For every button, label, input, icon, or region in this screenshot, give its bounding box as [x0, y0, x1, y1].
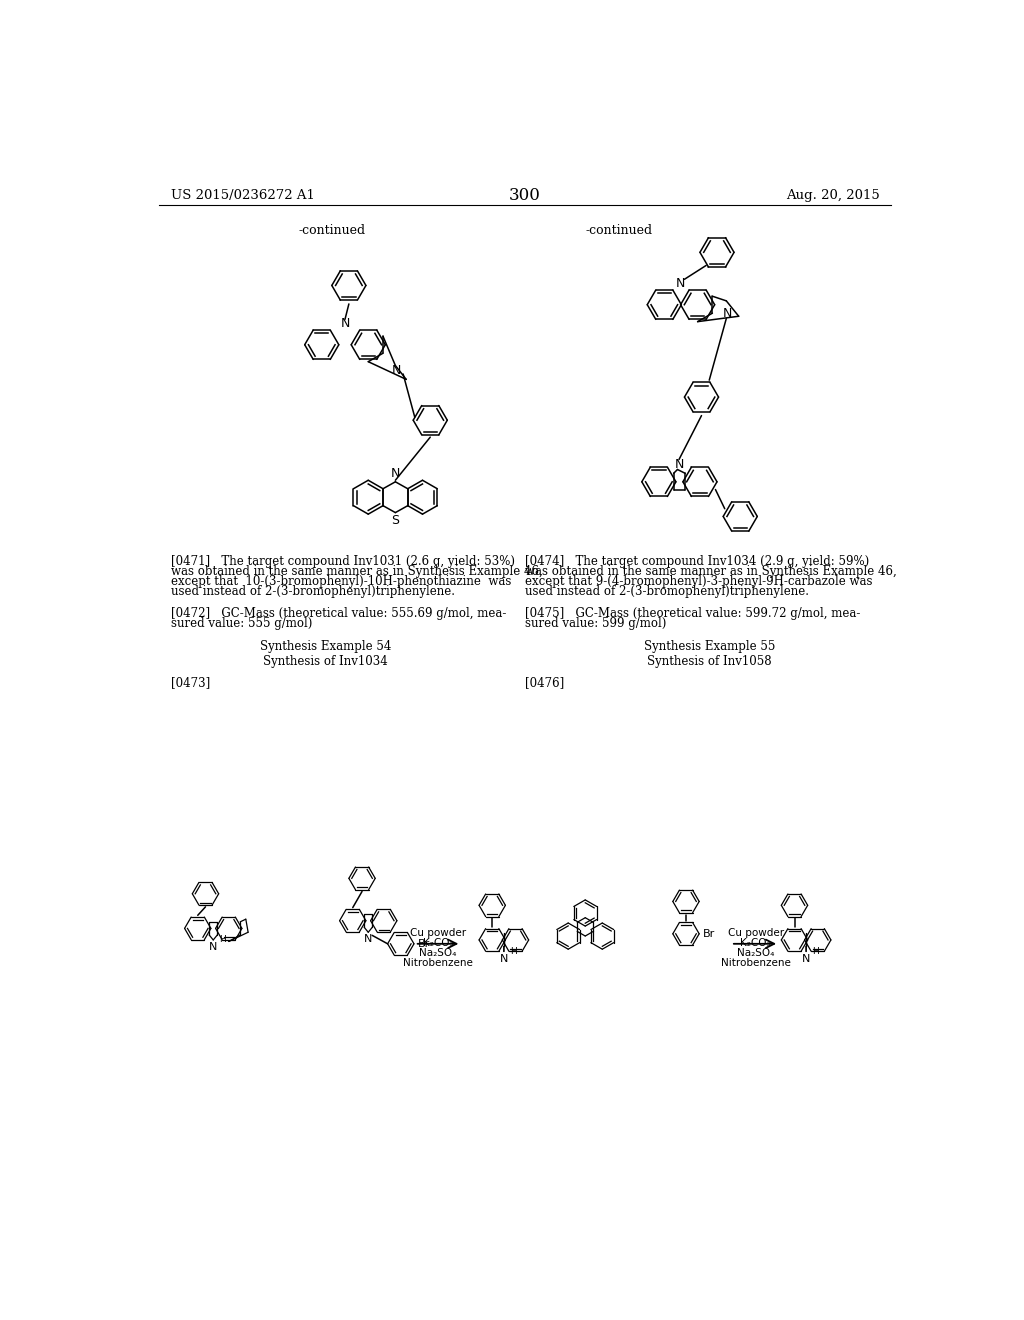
Text: US 2015/0236272 A1: US 2015/0236272 A1	[171, 189, 314, 202]
Text: K₂CO₃: K₂CO₃	[423, 939, 454, 948]
Text: N: N	[723, 308, 732, 321]
Text: 300: 300	[509, 187, 541, 203]
Text: except that 9-(4-bromophenyl)-3-phenyl-9H-carbazole was: except that 9-(4-bromophenyl)-3-phenyl-9…	[524, 576, 872, 587]
Text: -continued: -continued	[299, 223, 366, 236]
Text: Synthesis Example 54: Synthesis Example 54	[260, 640, 391, 652]
Text: except that  10-(3-bromophenyl)-10H-phenothiazine  was: except that 10-(3-bromophenyl)-10H-pheno…	[171, 576, 511, 587]
Text: Na₂SO₄: Na₂SO₄	[419, 949, 457, 958]
Text: [0472]   GC-Mass (theoretical value: 555.69 g/mol, mea-: [0472] GC-Mass (theoretical value: 555.6…	[171, 607, 506, 620]
Text: H: H	[510, 946, 517, 956]
Text: N: N	[392, 363, 401, 376]
Text: H: H	[219, 936, 225, 944]
Text: -continued: -continued	[586, 223, 652, 236]
Text: Synthesis of Inv1058: Synthesis of Inv1058	[647, 655, 771, 668]
Text: Aug. 20, 2015: Aug. 20, 2015	[786, 189, 880, 202]
Text: N: N	[676, 277, 685, 290]
Text: [0471]   The target compound Inv1031 (2.6 g, yield: 53%): [0471] The target compound Inv1031 (2.6 …	[171, 554, 515, 568]
Text: S: S	[391, 515, 399, 527]
Text: used instead of 2-(3-bromophenyl)triphenylene.: used instead of 2-(3-bromophenyl)triphen…	[171, 585, 455, 598]
Text: N: N	[365, 933, 373, 944]
Text: N: N	[340, 317, 349, 330]
Text: sured value: 599 g/mol): sured value: 599 g/mol)	[524, 618, 667, 631]
Text: N: N	[675, 458, 684, 471]
Text: N: N	[500, 954, 508, 964]
Text: K₂CO₃: K₂CO₃	[740, 939, 771, 948]
Text: H: H	[812, 946, 819, 956]
Text: [0473]: [0473]	[171, 676, 210, 689]
Text: was obtained in the same manner as in Synthesis Example 46,: was obtained in the same manner as in Sy…	[524, 565, 897, 578]
Text: Na₂SO₄: Na₂SO₄	[737, 949, 774, 958]
Text: N: N	[209, 942, 217, 952]
Text: Synthesis of Inv1034: Synthesis of Inv1034	[263, 655, 388, 668]
Text: Br: Br	[703, 929, 716, 939]
Text: Br: Br	[418, 939, 430, 949]
Text: N: N	[391, 467, 400, 480]
Text: sured value: 555 g/mol): sured value: 555 g/mol)	[171, 618, 312, 631]
Text: [0474]   The target compound Inv1034 (2.9 g, yield: 59%): [0474] The target compound Inv1034 (2.9 …	[524, 554, 869, 568]
Text: Nitrobenzene: Nitrobenzene	[403, 958, 473, 969]
Text: [0475]   GC-Mass (theoretical value: 599.72 g/mol, mea-: [0475] GC-Mass (theoretical value: 599.7…	[524, 607, 860, 620]
Text: Synthesis Example 55: Synthesis Example 55	[643, 640, 775, 652]
Text: N: N	[802, 954, 810, 964]
Text: Nitrobenzene: Nitrobenzene	[721, 958, 791, 969]
Text: [0476]: [0476]	[524, 676, 564, 689]
Text: was obtained in the same manner as in Synthesis Example 46,: was obtained in the same manner as in Sy…	[171, 565, 543, 578]
Text: used instead of 2-(3-bromophenyl)triphenylene.: used instead of 2-(3-bromophenyl)triphen…	[524, 585, 809, 598]
Text: Cu powder: Cu powder	[410, 928, 466, 939]
Text: Cu powder: Cu powder	[728, 928, 783, 939]
